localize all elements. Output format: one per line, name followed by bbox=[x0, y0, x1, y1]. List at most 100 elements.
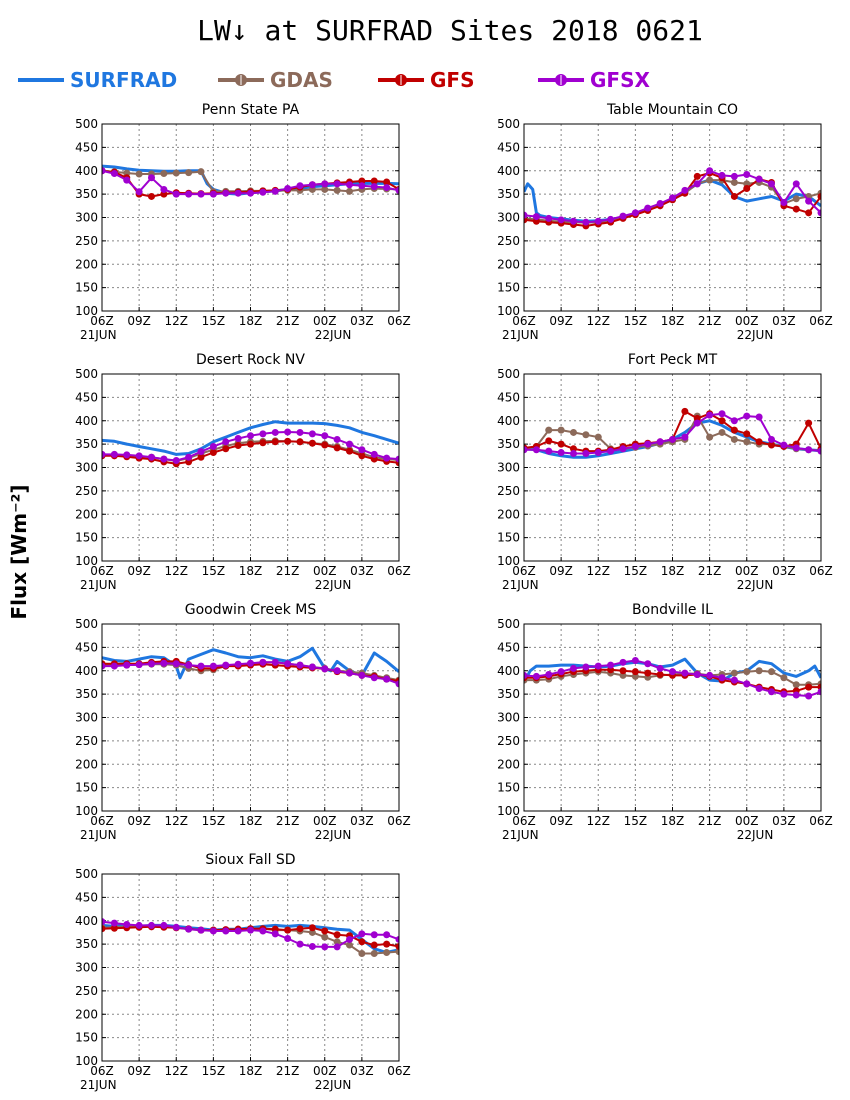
point-gfs bbox=[644, 669, 652, 677]
point-gdas bbox=[743, 438, 751, 446]
point-gdas bbox=[395, 948, 399, 956]
point-gfsx bbox=[619, 445, 627, 453]
plot-frame bbox=[523, 373, 822, 562]
point-gfsx bbox=[383, 184, 391, 192]
point-gfsx bbox=[582, 663, 590, 671]
panel-bondville-il: Bondville IL 100 150 200 250 300 350 400 450 500 0… bbox=[497, 602, 833, 842]
point-gfsx bbox=[718, 410, 726, 418]
y-tick-label: 300 bbox=[75, 961, 98, 975]
panel-goodwin-creek-ms: Goodwin Creek MS 100 150 200 250 300 350 400 450… bbox=[75, 602, 411, 842]
plot-frame bbox=[101, 373, 400, 562]
point-gdas bbox=[768, 668, 775, 676]
point-gdas bbox=[185, 169, 193, 177]
y-tick-label: 350 bbox=[497, 687, 520, 701]
point-gfsx bbox=[395, 680, 399, 688]
point-gfsx bbox=[247, 432, 254, 440]
date-label-next: 22JUN bbox=[315, 828, 352, 842]
y-tick-label: 450 bbox=[497, 640, 520, 654]
point-gfsx bbox=[346, 935, 353, 943]
point-gfsx bbox=[110, 919, 118, 927]
point-gfsx bbox=[296, 940, 304, 948]
series-gfsx bbox=[102, 918, 399, 951]
point-gfs bbox=[730, 426, 738, 434]
point-gfs bbox=[792, 205, 800, 213]
point-gfsx bbox=[644, 204, 652, 212]
point-gfsx bbox=[247, 659, 254, 667]
point-gfsx bbox=[718, 674, 726, 682]
point-gfs bbox=[817, 192, 821, 200]
point-gfsx bbox=[817, 209, 821, 217]
point-gfs bbox=[333, 444, 341, 452]
point-gfsx bbox=[524, 671, 528, 679]
x-tick-label: 00Z bbox=[735, 564, 759, 578]
point-gfsx bbox=[346, 669, 353, 677]
point-gfsx bbox=[160, 455, 168, 463]
x-tick-label: 18Z bbox=[661, 814, 685, 828]
point-gfs bbox=[693, 172, 701, 180]
legend-label: SURFRAD bbox=[70, 68, 177, 92]
point-gfsx bbox=[755, 413, 763, 421]
point-gfsx bbox=[693, 180, 701, 188]
x-tick-label: 00Z bbox=[313, 814, 337, 828]
y-tick-label: 100 bbox=[75, 804, 98, 818]
point-gfsx bbox=[383, 454, 391, 462]
point-gfsx bbox=[172, 660, 180, 668]
point-gdas bbox=[594, 433, 602, 441]
point-gfs bbox=[321, 441, 329, 449]
point-gfsx bbox=[333, 667, 341, 675]
point-gfsx bbox=[102, 167, 106, 175]
y-tick-label: 100 bbox=[497, 304, 520, 318]
panels: Penn State PA 100 150 200 250 300 350 400 450 500… bbox=[75, 102, 833, 1092]
point-gfsx bbox=[780, 441, 788, 449]
point-gfsx bbox=[160, 185, 168, 193]
point-gfsx bbox=[296, 428, 304, 436]
point-gfs bbox=[743, 185, 751, 193]
point-gdas bbox=[545, 426, 553, 434]
point-gfsx bbox=[358, 182, 366, 190]
point-gdas bbox=[792, 195, 800, 203]
point-gdas bbox=[333, 938, 341, 946]
date-label-next: 22JUN bbox=[315, 1078, 352, 1092]
point-gfsx bbox=[370, 674, 378, 682]
point-gfsx bbox=[234, 660, 242, 668]
point-gfsx bbox=[524, 446, 528, 454]
point-gdas bbox=[706, 176, 714, 184]
point-gfs bbox=[346, 447, 353, 455]
point-gfsx bbox=[730, 676, 738, 684]
point-gfsx bbox=[669, 194, 676, 202]
point-gfsx bbox=[805, 692, 813, 700]
date-label-next: 22JUN bbox=[315, 578, 352, 592]
point-gfsx bbox=[259, 658, 267, 666]
legend-label: GFSX bbox=[590, 68, 650, 92]
point-gfsx bbox=[197, 662, 205, 670]
x-tick-label: 09Z bbox=[127, 814, 151, 828]
point-gfs bbox=[222, 445, 230, 453]
y-tick-label: 350 bbox=[497, 437, 520, 451]
point-gfsx bbox=[545, 447, 553, 455]
x-tick-label: 12Z bbox=[587, 814, 611, 828]
point-gdas bbox=[346, 941, 353, 949]
point-gdas bbox=[730, 178, 738, 186]
point-gfsx bbox=[669, 435, 676, 443]
point-gfsx bbox=[706, 671, 714, 679]
plot-frame bbox=[523, 123, 822, 312]
x-tick-label: 15Z bbox=[202, 1064, 226, 1078]
point-gfsx bbox=[271, 658, 279, 666]
point-gdas bbox=[570, 428, 577, 436]
date-label-start: 21JUN bbox=[80, 328, 117, 342]
point-gdas bbox=[755, 667, 763, 675]
y-tick-label: 400 bbox=[497, 414, 520, 428]
point-gfsx bbox=[135, 188, 143, 196]
point-gfs bbox=[395, 942, 399, 950]
y-tick-label: 450 bbox=[75, 890, 98, 904]
point-gfsx bbox=[259, 430, 267, 438]
x-tick-label: 12Z bbox=[165, 1064, 189, 1078]
y-tick-label: 300 bbox=[75, 211, 98, 225]
y-tick-label: 350 bbox=[75, 937, 98, 951]
date-label-start: 21JUN bbox=[80, 828, 117, 842]
point-gfsx bbox=[172, 190, 180, 198]
point-gfsx bbox=[123, 176, 131, 184]
point-gfsx bbox=[570, 664, 577, 672]
x-tick-label: 21Z bbox=[276, 564, 300, 578]
point-gfsx bbox=[321, 943, 329, 951]
